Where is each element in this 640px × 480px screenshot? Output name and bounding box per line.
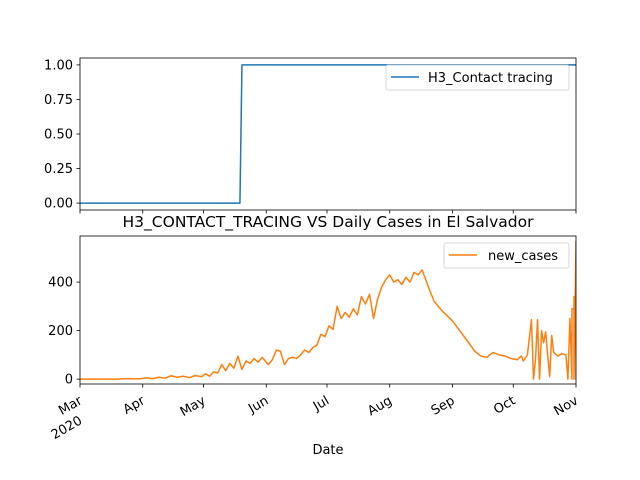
bottom-axes-frame	[79, 235, 577, 385]
bottom-axes: H3_CONTACT_TRACING VS Daily Cases in El …	[48, 213, 581, 458]
top-legend-box	[385, 64, 570, 91]
chart-title: H3_CONTACT_TRACING VS Daily Cases in El …	[123, 213, 535, 232]
top-ytick-label: 0.25	[44, 162, 73, 177]
bottom-ytick-label: 0	[65, 373, 73, 388]
top-ytick-label: 0.75	[44, 93, 73, 108]
top-ytick-label: 0.00	[44, 197, 73, 212]
bottom-ytick-label: 400	[48, 276, 73, 291]
top-ytick-label: 0.50	[44, 128, 73, 143]
top-axes: 0.00 0.25 0.50 0.75 1.00 H3_Contact tracing	[44, 57, 577, 214]
bottom-ytick-label: 200	[48, 324, 73, 339]
top-ytick-label: 1.00	[44, 58, 73, 73]
xtick-label: Jul	[310, 393, 332, 414]
x-axis-label: Date	[312, 443, 343, 458]
bottom-legend-box	[443, 242, 570, 269]
bottom-legend-label: new_cases	[488, 249, 558, 264]
bottom-legend: new_cases	[443, 242, 570, 269]
bottom-series-line-0	[80, 240, 576, 380]
top-legend-label: H3_Contact tracing	[428, 71, 553, 86]
top-legend: H3_Contact tracing	[385, 64, 570, 91]
